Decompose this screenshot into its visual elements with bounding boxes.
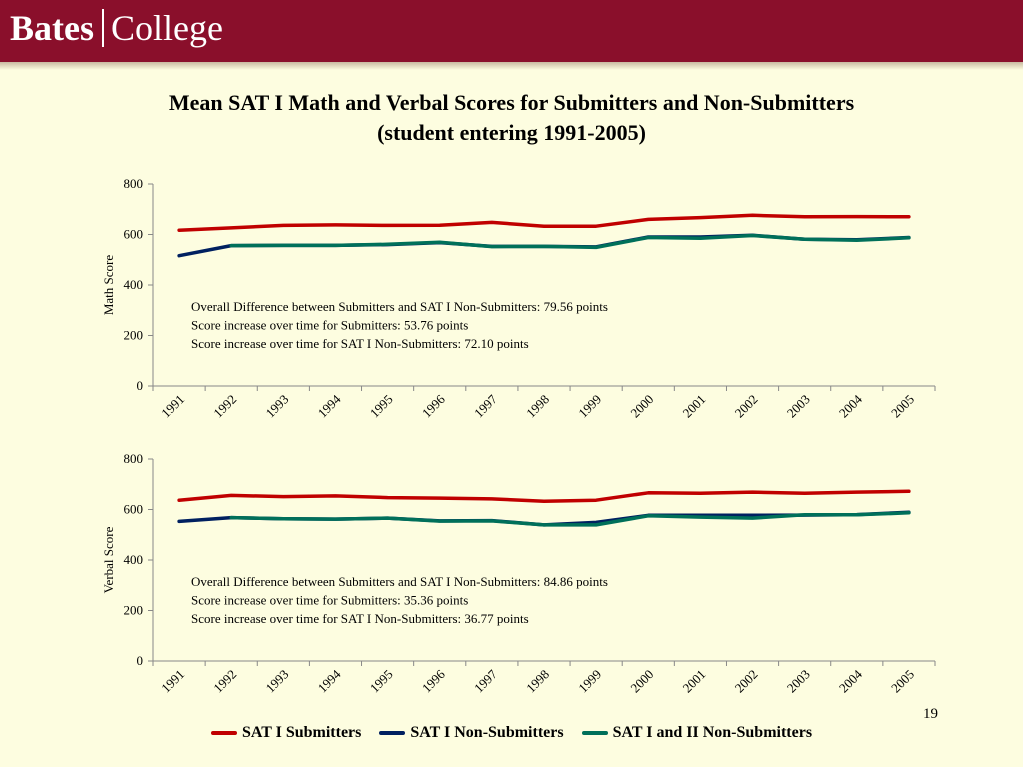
x-tick-label: 1998 <box>523 392 552 421</box>
y-tick-label: 0 <box>137 653 144 668</box>
legend-swatch <box>581 731 608 735</box>
y-tick-label: 400 <box>124 552 144 567</box>
x-tick-label: 2000 <box>627 392 656 421</box>
logo-divider <box>102 9 104 47</box>
x-tick-label: 1992 <box>210 667 239 696</box>
x-tick-label: 1996 <box>419 391 448 420</box>
x-tick-label: 2001 <box>680 392 709 421</box>
logo-primary: Bates <box>10 8 94 48</box>
x-tick-label: 1996 <box>419 666 448 695</box>
slide-title: Mean SAT I Math and Verbal Scores for Su… <box>0 88 1023 148</box>
slide-title-line1: Mean SAT I Math and Verbal Scores for Su… <box>168 90 855 115</box>
y-tick-label: 600 <box>124 502 144 517</box>
page-number: 19 <box>923 706 938 722</box>
y-tick-label: 400 <box>124 277 144 292</box>
x-tick-label: 1993 <box>262 392 291 421</box>
legend-item: SAT I Submitters <box>210 724 362 742</box>
y-tick-label: 800 <box>124 176 144 191</box>
legend-item: SAT I Non-Submitters <box>379 724 564 742</box>
x-tick-label: 1992 <box>210 392 239 421</box>
y-axis-title: Math Score <box>101 255 116 316</box>
x-tick-label: 2002 <box>732 392 761 421</box>
x-tick-label: 2001 <box>680 667 709 696</box>
x-tick-label: 2005 <box>888 392 917 421</box>
chart-annotation: Overall Difference between Submitters an… <box>191 299 608 314</box>
legend-label: SAT I Non-Submitters <box>410 724 564 741</box>
x-tick-label: 2004 <box>836 666 865 695</box>
x-tick-label: 1991 <box>158 667 187 696</box>
series-line <box>229 233 911 250</box>
chart-legend: SAT I Submitters SAT I Non-Submitters SAT … <box>0 722 1023 744</box>
bates-college-logo: Bates College <box>10 5 223 51</box>
y-tick-label: 200 <box>124 328 144 343</box>
x-tick-label: 2004 <box>836 391 865 420</box>
chart-annotation: Score increase over time for SAT I Non-S… <box>191 611 529 626</box>
chart-annotation: Score increase over time for Submitters:… <box>191 593 468 608</box>
x-tick-label: 1997 <box>471 391 500 420</box>
x-tick-label: 1994 <box>315 391 344 420</box>
x-tick-label: 1993 <box>262 667 291 696</box>
y-tick-label: 200 <box>124 603 144 618</box>
y-axis-title: Verbal Score <box>101 526 116 593</box>
x-tick-label: 1994 <box>315 666 344 695</box>
x-tick-label: 1997 <box>471 666 500 695</box>
x-tick-label: 1998 <box>523 667 552 696</box>
series-line <box>229 511 911 527</box>
x-tick-label: 2003 <box>784 667 813 696</box>
slide-title-line2: (student entering 1991-2005) <box>377 120 646 145</box>
chart-annotation: Score increase over time for Submitters:… <box>191 318 468 333</box>
chart-annotation: Score increase over time for SAT I Non-S… <box>191 336 529 351</box>
y-tick-label: 0 <box>137 378 144 393</box>
logo-secondary: College <box>111 8 223 48</box>
x-tick-label: 2003 <box>784 392 813 421</box>
legend-swatch <box>379 731 406 735</box>
chart-annotation: Overall Difference between Submitters an… <box>191 574 608 589</box>
x-tick-label: 2002 <box>732 667 761 696</box>
x-tick-label: 1999 <box>575 392 604 421</box>
x-tick-label: 1995 <box>367 392 396 421</box>
x-tick-label: 2005 <box>888 667 917 696</box>
y-tick-label: 800 <box>124 451 144 466</box>
legend-item: SAT I and II Non-Submitters <box>581 724 813 742</box>
verbal-score-chart: 0 200 400 600 800 1991 1992 1993 1994 1995 1996 199… <box>101 451 936 696</box>
header-bar <box>0 0 1023 62</box>
series-line <box>177 213 911 232</box>
x-tick-label: 1995 <box>367 667 396 696</box>
legend-label: SAT I Submitters <box>241 724 362 741</box>
y-tick-label: 600 <box>124 227 144 242</box>
legend-label: SAT I and II Non-Submitters <box>612 724 813 741</box>
series-line <box>177 489 911 503</box>
x-tick-label: 2000 <box>627 667 656 696</box>
header-shadow <box>0 62 1023 70</box>
x-tick-label: 1991 <box>158 392 187 421</box>
legend-swatch <box>210 731 237 735</box>
x-tick-label: 1999 <box>575 667 604 696</box>
math-score-chart: 0 200 400 600 800 1991 1992 1993 1994 1995 1996 199… <box>101 176 936 421</box>
